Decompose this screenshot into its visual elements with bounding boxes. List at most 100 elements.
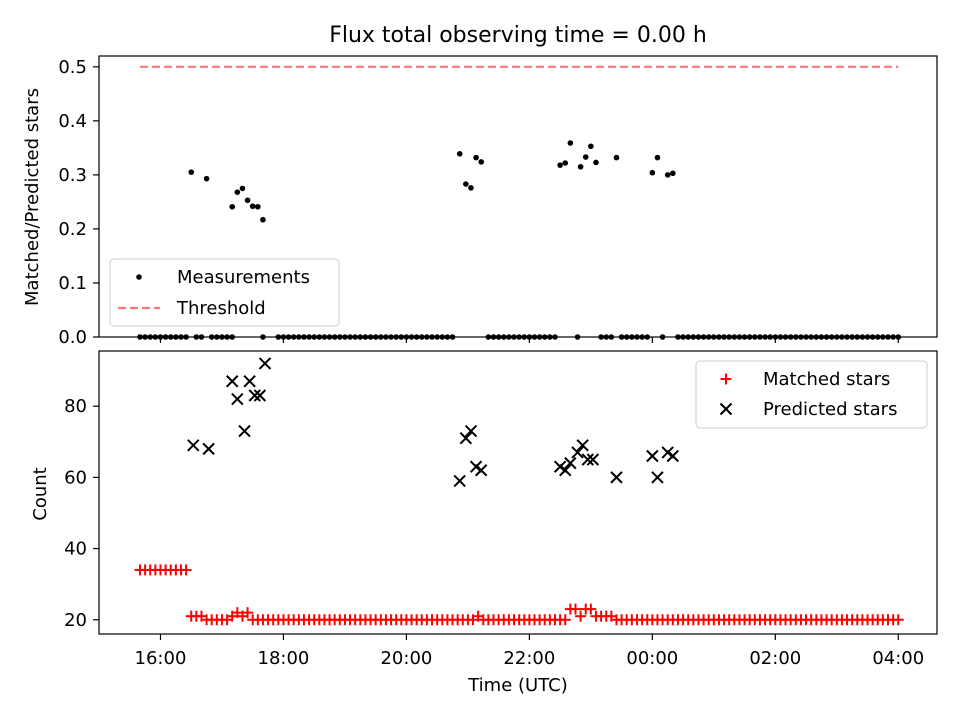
predicted-star-point-b [238,424,251,438]
ratio-plot-frame [98,55,938,338]
measurement-point [244,197,251,204]
predicted-star-point-b [231,392,244,406]
predicted-star-point-b [243,375,256,388]
ratio-y-ticks: 0.0 0.1 0.2 0.3 0.4 0.5 [58,57,99,348]
matched-star-point [892,614,904,626]
count-panel: 20 40 60 80 16:00 18:00 20:00 22:00 00:00 02:00 0… [30,350,938,696]
measurement-point [613,154,620,161]
ratio-y-tick-label: 0.3 [58,165,87,186]
measurement-point [473,154,479,161]
count-x-tick-label: 16:00 [135,648,187,669]
count-x-tick-label: 02:00 [749,648,801,669]
legend-predicted-cross-b [719,402,733,416]
predicted-star-point [666,449,680,463]
legend-predicted-cross [719,402,733,416]
predicted-star-point [475,464,488,477]
measurement-point [588,143,594,150]
predicted-star-point-b [459,432,473,445]
count-y-tick-label: 20 [64,610,87,631]
measurement-point [463,181,469,187]
legend-matched-plus [720,373,732,385]
chart-title: Flux total observing time = 0.00 h [329,23,707,48]
predicted-star-point [226,375,239,388]
measurement-point [234,189,241,195]
predicted-star-point [202,442,215,456]
count-x-ticks: 16:00 18:00 20:00 22:00 00:00 02:00 04:00 [135,634,924,669]
count-legend: Matched stars Predicted stars [695,360,928,429]
predicted-star-point [564,456,577,470]
legend-matched-label: Matched stars [763,369,890,390]
predicted-star-point-b [226,375,239,388]
predicted-star-point-b [661,446,674,459]
predicted-star-point [651,471,664,484]
matched-star-point [180,564,192,576]
predicted-star-point-b [469,460,483,473]
predicted-star-point-b [202,442,215,456]
predicted-star-point-b [564,456,577,470]
measurement-point [664,172,671,178]
measurement-point [203,175,210,182]
predicted-star-point [646,449,659,463]
measurement-point [582,154,589,160]
predicted-stars-points [187,357,680,488]
ratio-y-tick-label: 0.5 [58,57,87,78]
predicted-star-point [453,474,466,488]
predicted-star-point [253,389,267,402]
predicted-star-point-b [610,471,623,484]
predicted-star-point [231,392,244,406]
ratio-y-tick-label: 0.4 [58,111,87,132]
legend-matched-marker [720,373,732,385]
measurement-point [260,216,266,223]
legend-threshold-label: Threshold [176,298,266,319]
predicted-star-point-b [571,446,584,459]
predicted-star-point [464,424,478,438]
matched-star-point [559,614,571,626]
predicted-star-point-b [651,471,664,484]
measurement-point [649,169,656,176]
measurement-point [239,185,246,192]
predicted-star-point-b [475,464,488,477]
measurement-point [562,160,569,166]
predicted-star-point [586,453,600,466]
measurement-point [670,170,676,177]
x-axis-label: Time (UTC) [467,675,568,696]
ratio-y-tick-label: 0.0 [58,327,87,348]
count-plot-frame [98,350,938,635]
matched-star-point [575,610,587,622]
predicted-star-point-b [253,389,267,402]
count-y-tick-label: 80 [64,396,87,417]
predicted-star-point [238,424,251,438]
predicted-star-point-b [646,449,659,463]
ratio-panel: 0.0 0.1 0.2 0.3 0.4 0.5 Matched/Predicted sta… [22,55,938,348]
predicted-star-point [258,357,272,370]
ratio-y-axis-label: Matched/Predicted stars [22,88,43,306]
matched-stars-points [134,564,904,626]
measurement-point [188,169,195,175]
count-x-tick-label: 20:00 [380,648,432,669]
predicted-star-point [581,453,594,466]
predicted-star-point-b [187,439,200,452]
count-y-tick-label: 40 [64,539,87,560]
measurement-point [557,162,563,168]
measurement-point [249,203,256,210]
predicted-star-point [610,471,623,484]
count-x-tick-label: 04:00 [872,648,924,669]
measurement-point [255,203,261,210]
measurement-point [654,154,661,161]
ratio-y-tick-label: 0.1 [58,273,87,294]
predicted-star-point [571,446,584,459]
ratio-x-ticks [159,337,899,343]
measurement-point [468,185,474,191]
measurement-point [229,203,236,210]
ratio-y-tick-label: 0.2 [58,219,87,240]
predicted-star-point-b [453,474,466,488]
matched-star-point [569,603,581,615]
ratio-legend-box [109,258,340,327]
predicted-star-point-b [464,424,478,438]
legend-predicted-marker [719,402,733,416]
count-x-tick-label: 18:00 [258,648,310,669]
predicted-star-point-b [581,453,594,466]
legend-predicted-label: Predicted stars [763,399,897,420]
measurement-point [593,159,599,166]
